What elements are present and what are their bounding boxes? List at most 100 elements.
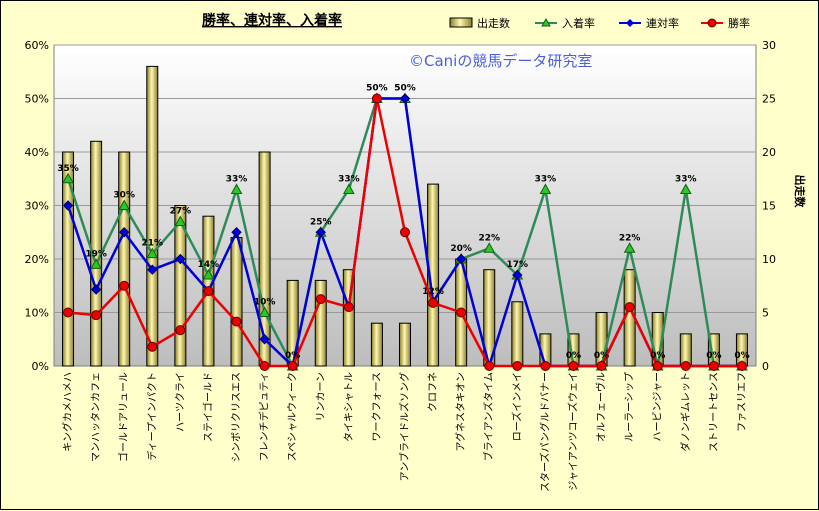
marker-diamond [231,227,242,238]
marker-triangle [623,242,636,253]
legend-marker [541,17,551,27]
left-tick-label: 10% [25,307,49,320]
left-tick-label: 40% [25,146,49,159]
data-label: 0% [594,351,609,361]
left-tick-label: 20% [25,253,49,266]
right-tick-label: 10 [762,253,776,266]
bar-starts [511,301,524,367]
legend: 出走数 入着率 連対率 勝率 [449,16,750,30]
category-label: ストリートセンス [708,372,720,452]
marker-diamond [399,93,411,104]
bar-starts [399,322,411,367]
legend-label: 入着率 [562,16,595,30]
marker-diamond [455,253,467,265]
data-label: 14% [198,260,220,270]
marker-triangle [174,215,187,227]
data-label: 33% [226,174,248,184]
bar-starts [146,65,159,367]
legend-swatch [449,17,473,28]
category-label: マンハッタンカフェ [90,372,102,462]
category-label: クロフネ [427,372,439,412]
marker-circle [315,294,326,305]
marker-circle [119,280,130,291]
bar-starts [118,151,131,367]
category-label: ワークフォース [371,372,383,442]
category-label: ハーツクライ [174,372,186,432]
marker-circle [147,341,158,352]
right-tick-label: 15 [762,200,776,213]
left-tick-label: 0% [32,360,49,373]
data-label: 0% [706,351,721,361]
data-label: 12% [422,287,444,297]
marker-circle [652,361,663,371]
data-label: 0% [285,351,300,361]
right-axis-label: 出走数 [793,175,807,209]
marker-circle [343,302,354,313]
marker-circle [175,325,186,336]
chart-title: 勝率、連対率、入着率 [202,12,342,29]
category-label: ブライアンズタイム [482,372,495,461]
marker-triangle [539,183,552,194]
bar-starts [174,205,187,367]
right-tick-label: 20 [762,146,776,159]
bar-starts [314,279,327,367]
marker-circle [736,361,747,371]
left-tick-label: 60% [25,39,49,52]
marker-diamond [147,264,158,275]
legend-marker [626,19,634,27]
data-label: 22% [619,233,641,243]
data-label: 33% [535,174,557,184]
bar-starts [258,151,271,367]
data-label: 10% [254,298,276,308]
data-label: 25% [310,217,332,227]
category-label: リンカーン [315,372,327,422]
marker-diamond [512,269,523,281]
marker-triangle [202,269,215,280]
category-label: アグネスタキオン [454,372,467,452]
marker-diamond [315,227,326,238]
category-label: スターズパングルドバナー [538,372,551,492]
marker-circle [512,361,523,371]
category-label: フレンチデピュティ [258,372,271,461]
category-label: タイキシャトル [343,372,355,442]
legend-marker [707,18,717,28]
marker-triangle [146,247,159,259]
category-label: アンブライドルズソング [398,372,411,481]
category-label: ゴールドアリュール [117,372,130,462]
data-label: 17% [507,260,529,270]
marker-circle [428,297,439,308]
watermark: ©Caniの競馬データ研究室 [409,52,592,70]
marker-triangle [679,183,692,194]
category-label: ローズインメイ [510,372,523,441]
data-label: 0% [734,351,749,361]
data-label: 22% [478,233,500,243]
right-tick-label: 30 [762,39,776,52]
marker-circle [231,316,242,327]
data-label: 33% [675,174,697,184]
data-label: 21% [142,239,164,249]
right-tick-label: 25 [762,93,776,106]
category-label: シンボリクリスエス [231,372,243,462]
marker-diamond [175,253,186,265]
marker-circle [400,227,410,238]
data-label: 50% [366,84,388,94]
right-tick-label: 0 [762,360,769,373]
marker-triangle [90,258,102,269]
data-label: 35% [57,164,79,174]
category-label: ジャイアンツコーズウェイ [566,372,579,491]
marker-circle [680,361,691,371]
legend-label: 連対率 [646,16,679,30]
marker-diamond [62,200,74,211]
data-label: 50% [394,84,416,94]
marker-triangle [342,183,355,194]
data-label: 20% [450,244,472,254]
data-label: 30% [113,191,135,201]
left-tick-label: 50% [25,93,49,106]
right-tick-label: 5 [762,307,769,320]
marker-triangle [62,172,74,184]
marker-diamond [259,334,270,345]
marker-circle [91,310,102,321]
bar-starts [370,322,383,367]
